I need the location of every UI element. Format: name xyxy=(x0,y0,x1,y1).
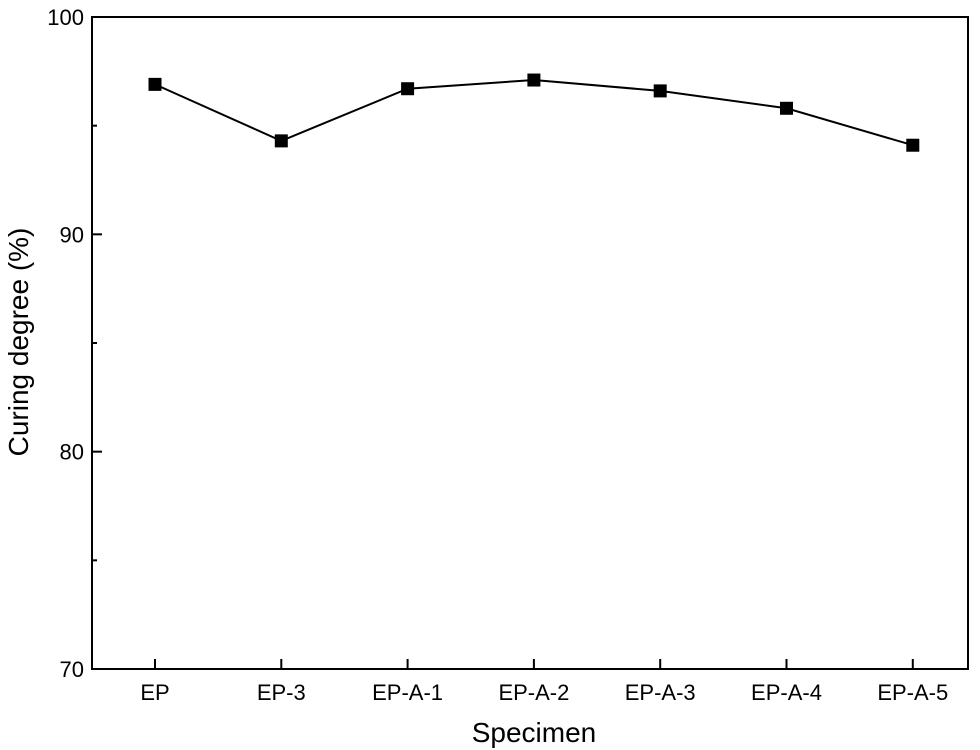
data-point-marker xyxy=(906,138,920,152)
x-axis-title: Specimen xyxy=(472,717,597,748)
y-tick-label: 90 xyxy=(60,222,84,247)
data-line-layer xyxy=(154,79,914,147)
x-tick-label: EP-A-5 xyxy=(877,680,948,705)
x-tick-label: EP-3 xyxy=(257,680,306,705)
y-tick-label: 100 xyxy=(47,5,84,30)
data-point-marker xyxy=(653,84,667,98)
data-point-marker xyxy=(401,82,415,96)
x-tick-label: EP xyxy=(140,680,169,705)
data-point-marker xyxy=(527,73,541,87)
x-tick-label: EP-A-1 xyxy=(372,680,443,705)
axis-ticks xyxy=(92,16,914,670)
data-point-marker xyxy=(148,77,162,91)
x-tick-label: EP-A-3 xyxy=(625,680,696,705)
y-tick-label: 70 xyxy=(60,657,84,682)
tick-labels: 70 80 90 100 EP EP-3 EP-A-1 EP-A-2 EP-A-3 EP-A-4 E… xyxy=(47,5,948,705)
x-tick-label: EP-A-2 xyxy=(498,680,569,705)
data-marker-layer xyxy=(148,73,920,152)
series-line xyxy=(154,79,914,147)
y-tick-label: 80 xyxy=(60,440,84,465)
data-point-marker xyxy=(274,134,288,148)
x-tick-label: EP-A-4 xyxy=(751,680,822,705)
data-point-marker xyxy=(780,101,793,115)
y-axis-title: Curing degree (%) xyxy=(3,228,34,457)
